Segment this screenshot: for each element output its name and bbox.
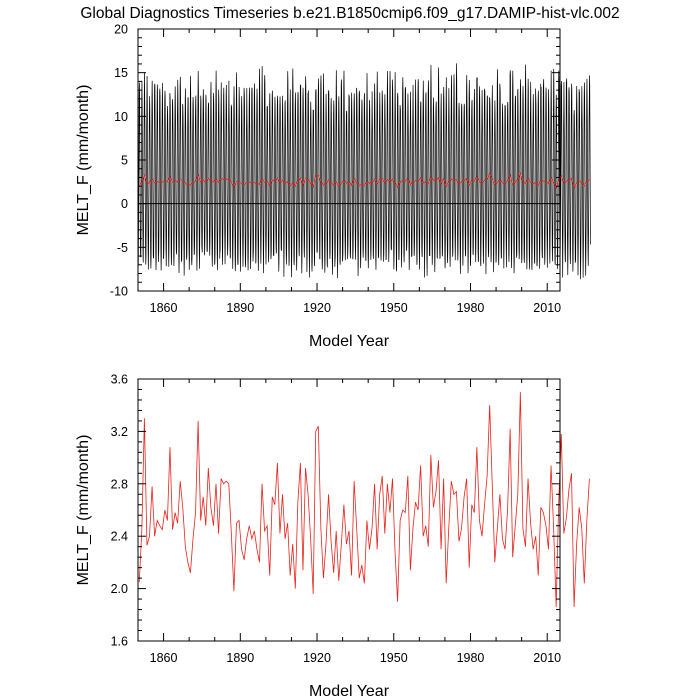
y-tick-label: 2.4: [111, 530, 128, 544]
annual-mean-path: [138, 392, 590, 607]
annual-mean-path: [138, 171, 590, 189]
y-tick-label: 1.6: [111, 635, 128, 649]
y-tick-label: -5: [117, 241, 128, 255]
annual-panel: 1.6 2.0 2.4 2.8 3.2 3.6 1860 1890 1920 1950 1980 2…: [75, 373, 590, 700]
x-tick-label: 1950: [380, 651, 408, 665]
y-tick-label: 5: [121, 154, 128, 168]
x-tick-label: 2010: [533, 651, 561, 665]
bottom-y-tick-labels: 1.6 2.0 2.4 2.8 3.2 3.6: [111, 373, 128, 649]
monthly-series-line: [137, 63, 591, 280]
y-tick-label: 10: [114, 110, 128, 124]
y-tick-label: -10: [110, 285, 128, 299]
top-y-tick-labels: -10 -5 0 5 10 15 20: [110, 23, 128, 299]
top-x-axis-label: Model Year: [309, 333, 390, 350]
y-tick-label: 20: [114, 23, 128, 37]
y-tick-label: 15: [114, 66, 128, 80]
x-tick-label: 2010: [533, 301, 561, 315]
annual-mean-series-line: [138, 392, 590, 607]
bottom-tick-marks: [137, 378, 560, 642]
bottom-y-axis-label: MELT_F (mm/month): [75, 435, 92, 586]
x-tick-label: 1920: [303, 301, 331, 315]
x-tick-label: 1980: [457, 651, 485, 665]
x-tick-label: 1920: [303, 651, 331, 665]
y-tick-label: 2.0: [111, 582, 128, 596]
monthly-mean-path: [137, 63, 591, 280]
bottom-x-axis-label: Model Year: [309, 683, 390, 700]
bottom-plot-frame: [137, 378, 561, 642]
y-tick-label: 2.8: [111, 477, 128, 491]
figure-title: Global Diagnostics Timeseries b.e21.B185…: [80, 5, 619, 22]
x-tick-label: 1860: [150, 301, 178, 315]
y-tick-label: 3.6: [111, 373, 128, 387]
monthly-panel: -10 -5 0 5 10 15 20 1860 1890 1920 1950 1980 2010 M…: [75, 23, 591, 350]
x-tick-label: 1950: [380, 301, 408, 315]
y-tick-label: 3.2: [111, 425, 128, 439]
annual-series-line: [138, 171, 590, 189]
x-tick-label: 1980: [457, 301, 485, 315]
x-tick-label: 1860: [150, 651, 178, 665]
x-tick-label: 1890: [226, 301, 254, 315]
bottom-x-tick-labels: 1860 1890 1920 1950 1980 2010: [150, 651, 561, 665]
top-x-tick-labels: 1860 1890 1920 1950 1980 2010: [150, 301, 561, 315]
x-tick-label: 1890: [226, 651, 254, 665]
top-y-axis-label: MELT_F (mm/month): [75, 85, 92, 236]
top-tick-marks: [137, 28, 560, 292]
y-tick-label: 0: [121, 197, 128, 211]
